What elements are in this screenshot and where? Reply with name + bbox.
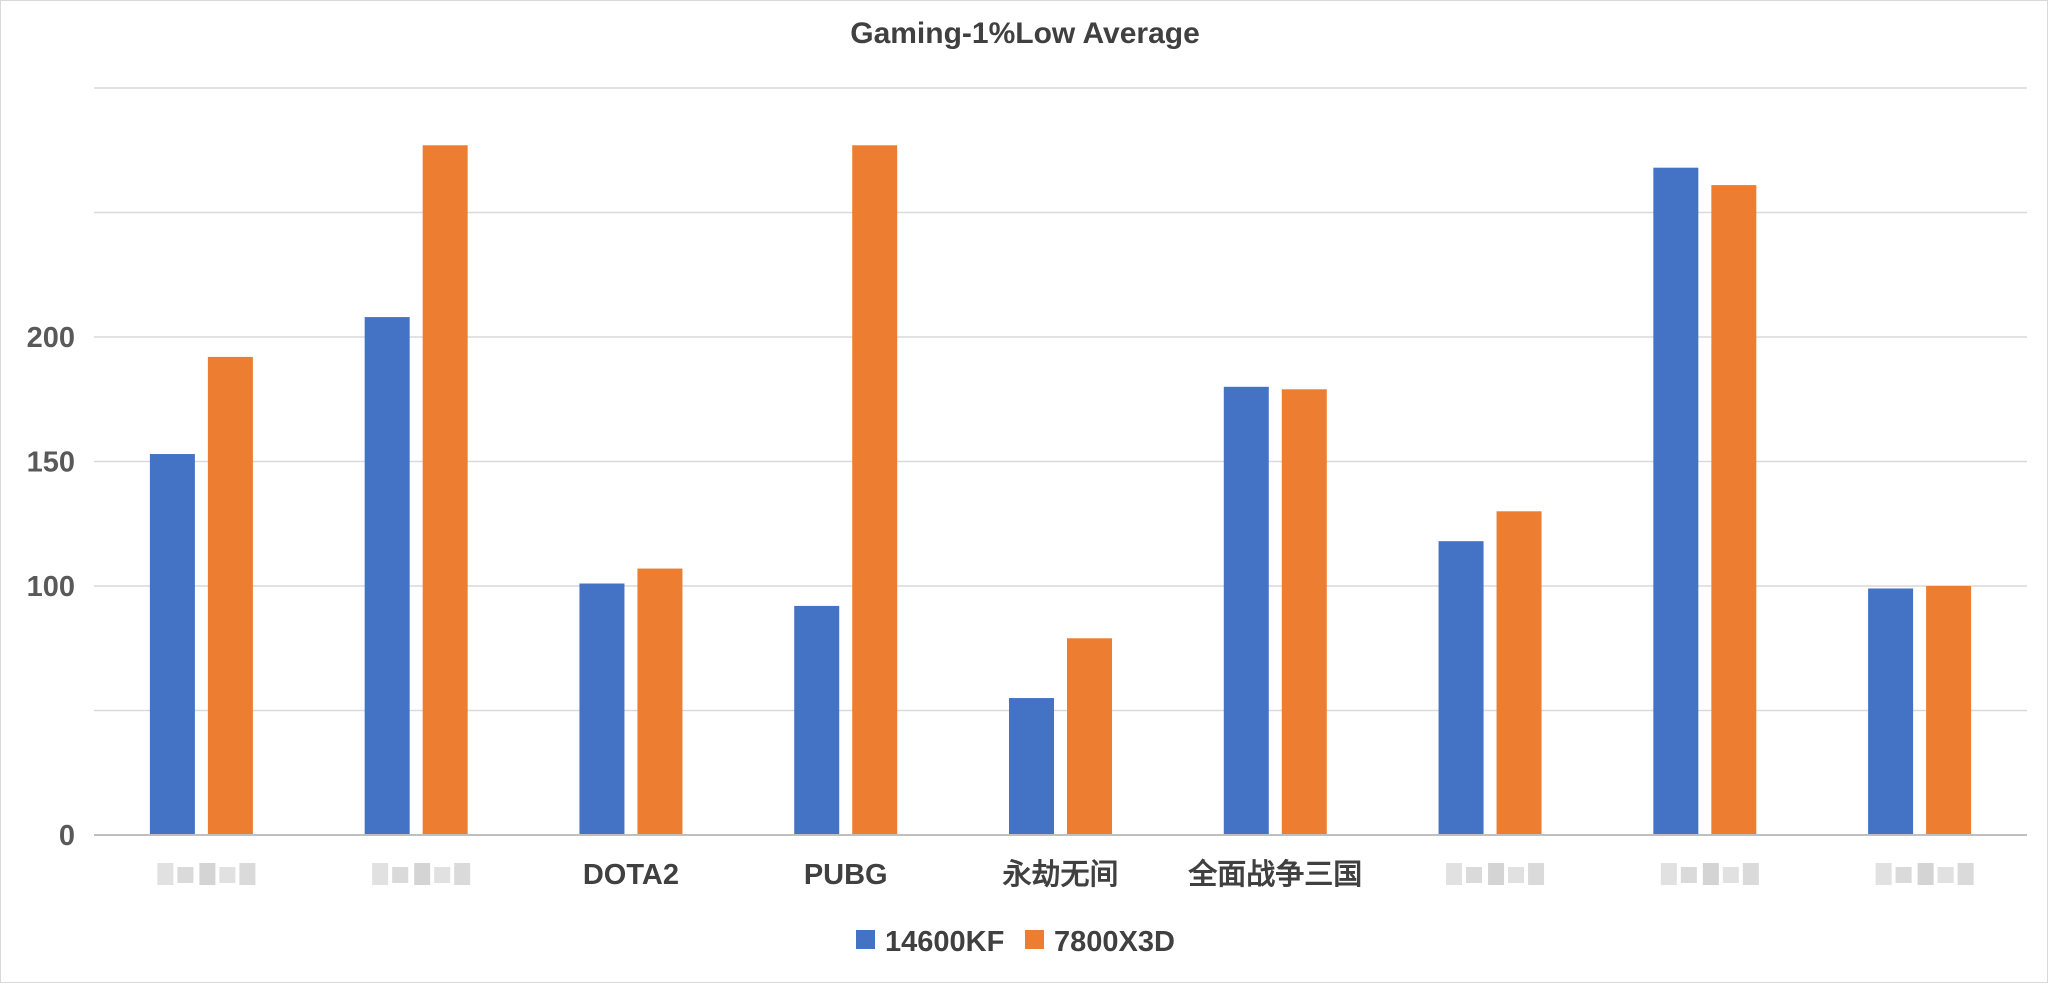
bar-7800X3D-8 xyxy=(1926,586,1972,835)
obscured-category-label xyxy=(1660,863,1759,885)
chart-title: Gaming-1%Low Average xyxy=(850,17,1200,50)
obscured-category-label xyxy=(372,863,471,885)
bar-7800X3D-3 xyxy=(852,145,898,835)
bars xyxy=(149,145,1972,836)
bar-7800X3D-2 xyxy=(637,568,683,835)
obscured-category-label xyxy=(157,863,256,885)
legend-swatch xyxy=(856,930,875,949)
bar-14600KF-4 xyxy=(1009,698,1054,835)
legend-label: 7800X3D xyxy=(1054,926,1175,958)
obscured-category-label xyxy=(1875,863,1974,885)
category-label: 全面战争三国 xyxy=(1187,857,1362,891)
y-tick-label: 150 xyxy=(27,447,75,479)
bar-7800X3D-6 xyxy=(1496,511,1542,835)
category-label: DOTA2 xyxy=(583,859,679,891)
bar-14600KF-8 xyxy=(1868,588,1914,835)
bar-7800X3D-4 xyxy=(1067,638,1112,835)
legend-label: 14600KF xyxy=(885,926,1004,958)
legend: 14600KF 7800X3D xyxy=(856,926,1175,958)
bar-14600KF-3 xyxy=(794,605,840,835)
category-label: 永劫无间 xyxy=(1002,858,1118,891)
bar-7800X3D-5 xyxy=(1281,389,1327,835)
category-label: PUBG xyxy=(804,859,888,891)
obscured-category-label xyxy=(1446,863,1545,885)
legend-swatch xyxy=(1025,930,1044,949)
y-tick-label: 0 xyxy=(59,820,75,852)
bar-7800X3D-7 xyxy=(1711,185,1757,836)
gridlines xyxy=(94,87,2027,712)
bar-14600KF-5 xyxy=(1223,386,1269,835)
bar-7800X3D-0 xyxy=(207,356,253,835)
bar-14600KF-0 xyxy=(149,454,195,835)
bar-7800X3D-1 xyxy=(422,145,468,835)
bar-14600KF-1 xyxy=(364,317,410,836)
y-tick-label: 100 xyxy=(27,571,75,603)
bar-14600KF-2 xyxy=(579,583,625,835)
bar-14600KF-6 xyxy=(1438,541,1484,835)
bar-14600KF-7 xyxy=(1653,167,1699,835)
y-axis-ticks: 0 100 150 200 xyxy=(27,322,75,852)
x-axis-labels: DOTA2 PUBG 永劫无间 全面战争三国 xyxy=(157,857,1974,891)
y-tick-label: 200 xyxy=(27,322,75,354)
